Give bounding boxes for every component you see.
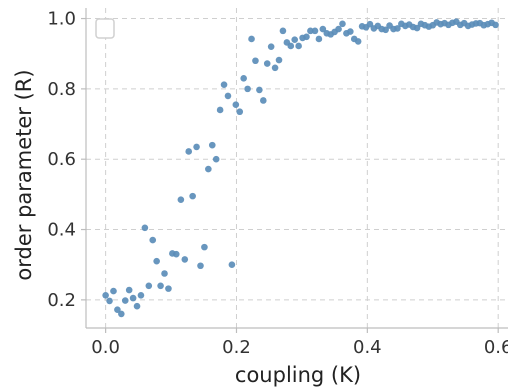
data-point — [315, 35, 323, 43]
data-point — [256, 86, 263, 94]
x-tick-label: 0.2 — [222, 337, 251, 358]
data-point — [339, 20, 346, 28]
y-axis-label: order parameter (R) — [12, 69, 36, 280]
data-point — [252, 57, 259, 65]
data-point — [129, 294, 137, 302]
y-ticks: 0.2 0.4 0.6 0.8 1.0 — [47, 9, 86, 311]
x-tick-label: 0.0 — [91, 337, 120, 358]
data-point — [161, 270, 168, 277]
legend-box — [95, 18, 115, 39]
data-point — [216, 106, 224, 114]
data-point — [307, 27, 314, 35]
data-point — [248, 35, 255, 43]
data-point — [145, 282, 153, 290]
data-point — [106, 297, 113, 305]
data-point — [102, 291, 109, 299]
x-ticks: 0.0 0.2 0.4 0.6 — [91, 328, 508, 358]
y-tick-label: 0.8 — [47, 79, 76, 100]
data-point — [201, 243, 208, 251]
data-point — [347, 28, 354, 35]
data-point — [137, 291, 145, 299]
data-point — [335, 25, 342, 33]
data-point — [413, 24, 421, 32]
data-point — [149, 236, 157, 244]
data-point — [110, 287, 117, 295]
y-tick-label: 0.2 — [47, 290, 76, 311]
data-point — [236, 108, 244, 116]
data-point — [118, 310, 125, 318]
data-point — [133, 302, 141, 310]
data-point — [185, 148, 193, 155]
data-point — [228, 261, 236, 269]
data-point — [197, 262, 204, 270]
data-point — [275, 56, 283, 64]
y-tick-label: 1.0 — [47, 9, 76, 30]
data-point — [311, 27, 319, 35]
x-axis-label: coupling (K) — [235, 363, 361, 387]
data-point — [492, 21, 499, 29]
data-point — [205, 165, 212, 173]
data-point — [193, 143, 200, 151]
data-point — [220, 81, 228, 88]
axes — [85, 8, 508, 329]
data-point — [394, 25, 401, 32]
x-tick-label: 0.4 — [353, 337, 382, 358]
y-tick-label: 0.4 — [47, 220, 76, 241]
data-point — [114, 306, 121, 314]
data-point — [157, 282, 164, 290]
grid-lines — [86, 8, 508, 328]
data-point — [263, 60, 271, 67]
data-point — [354, 38, 362, 45]
data-point — [287, 42, 295, 50]
data-point — [212, 155, 220, 163]
data-point — [295, 42, 302, 50]
data-point — [366, 20, 374, 28]
x-tick-label: 0.6 — [484, 337, 508, 358]
data-point — [172, 250, 180, 258]
data-point — [279, 27, 287, 35]
data-point — [125, 286, 133, 294]
data-point — [271, 64, 279, 72]
data-point — [319, 25, 327, 33]
data-point — [177, 196, 185, 203]
data-point — [244, 85, 251, 93]
data-point — [208, 141, 216, 149]
data-point — [224, 92, 232, 100]
data-point — [303, 33, 310, 41]
data-point — [165, 285, 172, 292]
data-point — [240, 75, 247, 82]
data-point — [260, 97, 267, 104]
data-point — [121, 297, 129, 304]
data-point — [232, 101, 240, 109]
data-point — [153, 257, 160, 265]
data-point — [181, 256, 189, 263]
data-point — [291, 36, 299, 43]
data-point — [382, 26, 389, 34]
data-point — [267, 43, 275, 50]
y-tick-label: 0.6 — [47, 149, 76, 170]
data-point — [141, 224, 149, 232]
data-point — [189, 192, 196, 200]
data-points — [102, 18, 499, 318]
